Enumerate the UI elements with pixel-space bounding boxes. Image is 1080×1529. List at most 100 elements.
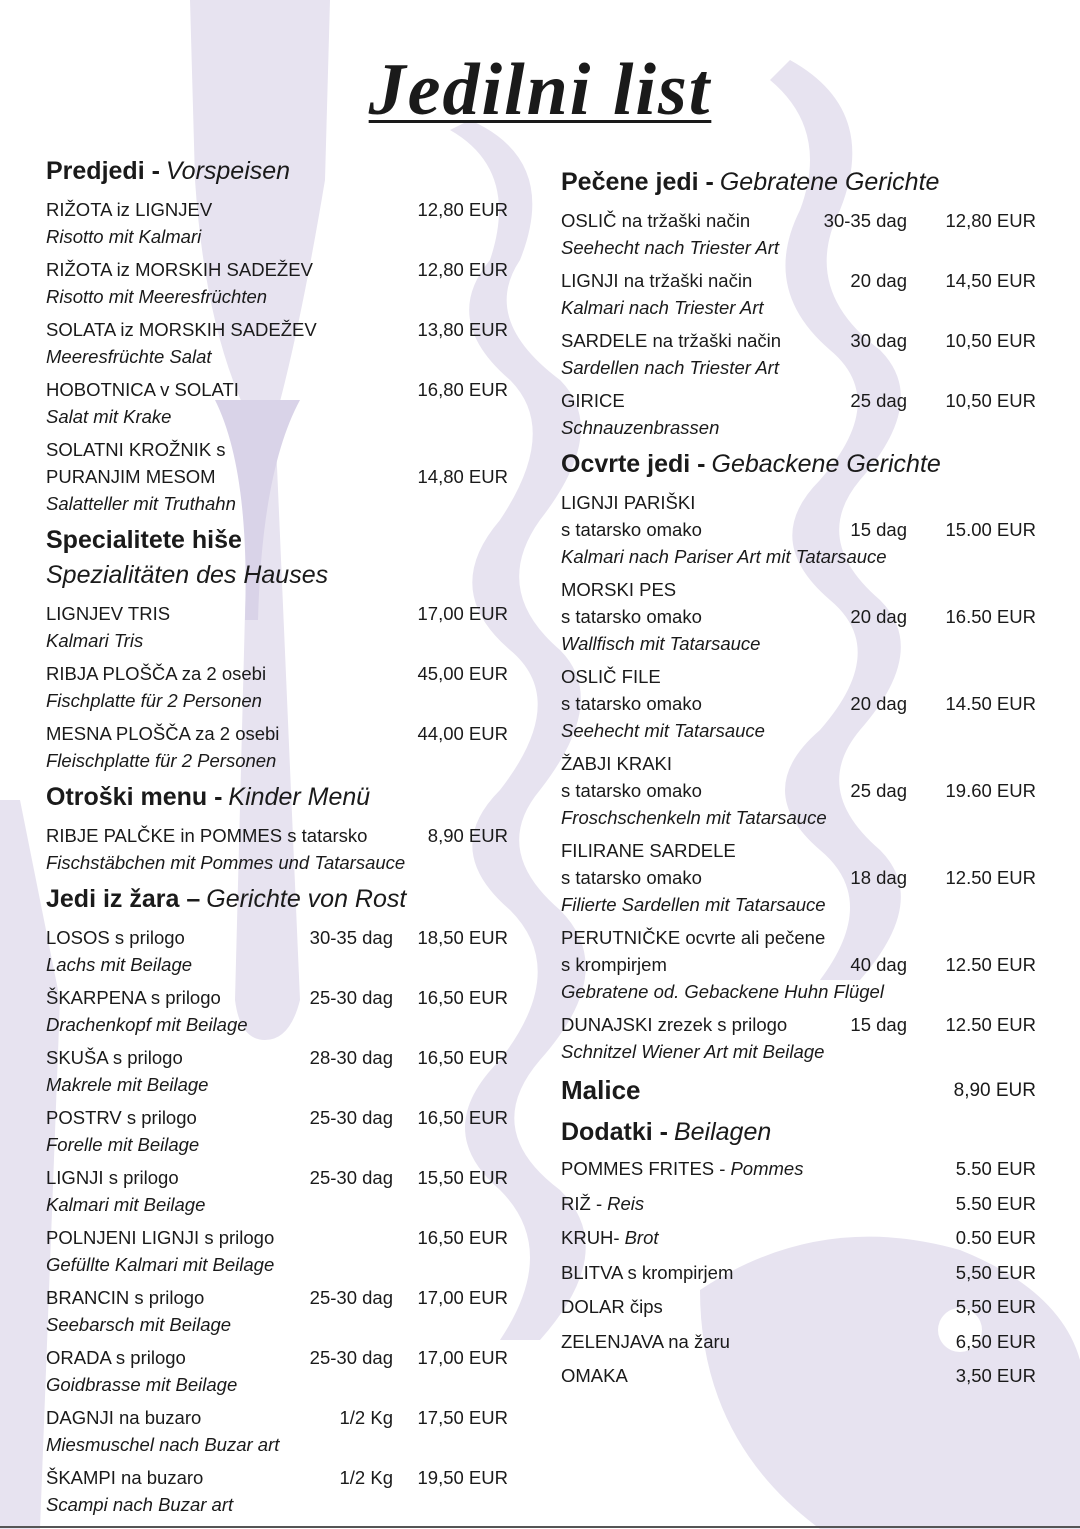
menu-item: LIGNJEV TRIS 17,00 EUR Kalmari Tris xyxy=(46,600,508,654)
item-name: FILIRANE SARDELE xyxy=(561,840,736,861)
item-name: ŠKAMPI na buzaro xyxy=(46,1467,204,1488)
item-row: LIGNJI s prilogo 25-30 dag 15,50 EUR xyxy=(46,1164,508,1191)
item-translation: Drachenkopf mit Beilage xyxy=(46,1014,248,1035)
item-price: 16,50 EUR xyxy=(417,1107,509,1128)
item-row: LIGNJEV TRIS 17,00 EUR xyxy=(46,600,508,627)
item-name: RIBJE PALČKE in POMMES s tatarsko xyxy=(46,825,368,846)
item-translation: Miesmuschel nach Buzar art xyxy=(46,1434,280,1455)
side-name: RIŽ - xyxy=(561,1192,603,1214)
item-row: DUNAJSKI zrezek s prilogo 15 dag 12.50 EUR xyxy=(561,1011,1036,1038)
item-translation: Meeresfrüchte Salat xyxy=(46,346,212,367)
item-weight: 20 dag xyxy=(850,606,907,627)
item-weight: 18 dag xyxy=(850,867,907,888)
side-name: BLITVA s krompirjem xyxy=(561,1261,734,1283)
side-price: 5.50 EUR xyxy=(955,1158,1036,1179)
item-translation: Seehecht nach Triester Art xyxy=(561,237,779,258)
item-price: 14,50 EUR xyxy=(945,270,1037,291)
snack-header: Malice 8,90 EUR xyxy=(561,1073,1036,1108)
item-price: 12,80 EUR xyxy=(945,210,1037,231)
item-row: s krompirjem 40 dag 12.50 EUR xyxy=(561,951,1036,978)
menu-title: Jedilni list xyxy=(368,49,712,131)
item-weight: 20 dag xyxy=(850,693,907,714)
item-weight: 1/2 Kg xyxy=(339,1407,394,1428)
section-header: Pečene jedi - Gebratene Gerichte xyxy=(561,165,1036,200)
item-price: 8,90 EUR xyxy=(427,825,508,846)
menu-item: SOLATNI KROŽNIK s PURANJIM MESOM 14,80 EUR… xyxy=(46,436,508,517)
item-translation: Seebarsch mit Beilage xyxy=(46,1314,232,1335)
side-name: KRUH- xyxy=(561,1227,620,1248)
item-price: 12.50 EUR xyxy=(945,1014,1037,1035)
menu-item: PERUTNIČKE ocvrte ali pečene s krompirjem… xyxy=(561,924,1036,1005)
spacer xyxy=(641,1073,954,1108)
side-name-wrap: BLITVA s krompirjem xyxy=(561,1256,926,1291)
section-subtitle: Gebratene Gerichte xyxy=(719,168,940,196)
side-item: OMAKA 3,50 EUR xyxy=(561,1359,1036,1394)
section-title: Pečene jedi - xyxy=(561,168,714,196)
item-row: SOLATA iz MORSKIH SADEŽEV 13,80 EUR xyxy=(46,316,508,343)
item-weight: 15 dag xyxy=(850,1014,907,1035)
item-row: s tatarsko omako 25 dag 19.60 EUR xyxy=(561,777,1036,804)
bottom-rule xyxy=(0,1526,1080,1528)
menu-item: HOBOTNICA v SOLATI 16,80 EUR Salat mit Kra… xyxy=(46,376,508,430)
item-name: s tatarsko omako xyxy=(561,780,702,801)
item-translation: Forelle mit Beilage xyxy=(46,1134,200,1155)
item-row: LIGNJI na tržaški način 20 dag 14,50 EUR xyxy=(561,267,1036,294)
item-price: 18,50 EUR xyxy=(417,927,509,948)
menu-item: MESNA PLOŠČA za 2 osebi 44,00 EUR Fleischp… xyxy=(46,720,508,774)
menu-item: ŠKARPENA s prilogo 25-30 dag 16,50 EUR Drac… xyxy=(46,984,508,1038)
item-row: LOSOS s prilogo 30-35 dag 18,50 EUR xyxy=(46,924,508,951)
menu-item: LIGNJI s prilogo 25-30 dag 15,50 EUR Kalmar… xyxy=(46,1164,508,1218)
item-price: 19,50 EUR xyxy=(417,1467,509,1488)
item-price: 16,50 EUR xyxy=(417,987,509,1008)
item-row: ŠKARPENA s prilogo 25-30 dag 16,50 EUR xyxy=(46,984,508,1011)
menu-item: LIGNJI PARIŠKI s tatarsko omako 15 dag 15.0… xyxy=(561,489,1036,570)
item-price: 16.50 EUR xyxy=(945,606,1037,627)
item-row: ORADA s prilogo 25-30 dag 17,00 EUR xyxy=(46,1344,508,1371)
item-row: s tatarsko omako 20 dag 14.50 EUR xyxy=(561,690,1036,717)
item-price: 44,00 EUR xyxy=(417,723,509,744)
section-title: Ocvrte jedi - xyxy=(561,450,706,478)
section-header: Dodatki - Beilagen xyxy=(561,1115,1036,1150)
item-name: DAGNJI na buzaro xyxy=(46,1407,202,1428)
item-name: ORADA s prilogo xyxy=(46,1347,186,1368)
side-name: POMMES FRITES - xyxy=(561,1158,726,1179)
section-title: Specialitete hiše xyxy=(46,526,242,554)
item-translation: Fleischplatte für 2 Personen xyxy=(46,750,277,771)
item-name: DUNAJSKI zrezek s prilogo xyxy=(561,1014,788,1035)
item-translation: Filierte Sardellen mit Tatarsauce xyxy=(561,894,826,915)
item-row: RIBJE PALČKE in POMMES s tatarsko 8,90 EU… xyxy=(46,822,508,849)
item-translation: Fischstäbchen mit Pommes und Tatarsauce xyxy=(46,852,406,873)
menu-item: RIBJA PLOŠČA za 2 osebi 45,00 EUR Fischpla… xyxy=(46,660,508,714)
item-name: SOLATA iz MORSKIH SADEŽEV xyxy=(46,319,317,340)
item-price: 15,50 EUR xyxy=(417,1167,509,1188)
item-name: BRANCIN s prilogo xyxy=(46,1287,205,1308)
item-weight: 30 dag xyxy=(850,330,907,351)
item-row: s tatarsko omako 20 dag 16.50 EUR xyxy=(561,603,1036,630)
menu-item: LOSOS s prilogo 30-35 dag 18,50 EUR Lachs m… xyxy=(46,924,508,978)
item-price: 16,50 EUR xyxy=(417,1227,509,1248)
item-translation: Kalmari mit Beilage xyxy=(46,1194,206,1215)
item-name: LIGNJI s prilogo xyxy=(46,1167,179,1188)
item-name: s tatarsko omako xyxy=(561,519,702,540)
section-subtitle: Gebackene Gerichte xyxy=(711,450,941,478)
menu-item: MORSKI PES s tatarsko omako 20 dag 16.50 EU… xyxy=(561,576,1036,657)
item-row: MESNA PLOŠČA za 2 osebi 44,00 EUR xyxy=(46,720,508,747)
item-name: LIGNJI na tržaški način xyxy=(561,270,753,291)
section-title: Predjedi - xyxy=(46,157,160,185)
item-weight: 30-35 dag xyxy=(823,210,907,231)
item-price: 45,00 EUR xyxy=(417,663,509,684)
item-row: RIBJA PLOŠČA za 2 osebi 45,00 EUR xyxy=(46,660,508,687)
item-name: ŽABJI KRAKI xyxy=(561,753,673,774)
item-row: POLNJENI LIGNJI s prilogo 16,50 EUR xyxy=(46,1224,508,1251)
item-translation: Sardellen nach Triester Art xyxy=(561,357,779,378)
item-name: OSLIČ FILE xyxy=(561,666,661,687)
item-weight: 20 dag xyxy=(850,270,907,291)
item-weight: 25 dag xyxy=(850,780,907,801)
item-price: 15.00 EUR xyxy=(945,519,1037,540)
item-translation: Wallfisch mit Tatarsauce xyxy=(561,633,761,654)
side-price: 5,50 EUR xyxy=(955,1261,1036,1283)
menu-item: SOLATA iz MORSKIH SADEŽEV 13,80 EUR Meeres… xyxy=(46,316,508,370)
item-price: 12,80 EUR xyxy=(417,259,509,280)
side-translation: Brot xyxy=(624,1227,659,1248)
item-price: 16,50 EUR xyxy=(417,1047,509,1068)
